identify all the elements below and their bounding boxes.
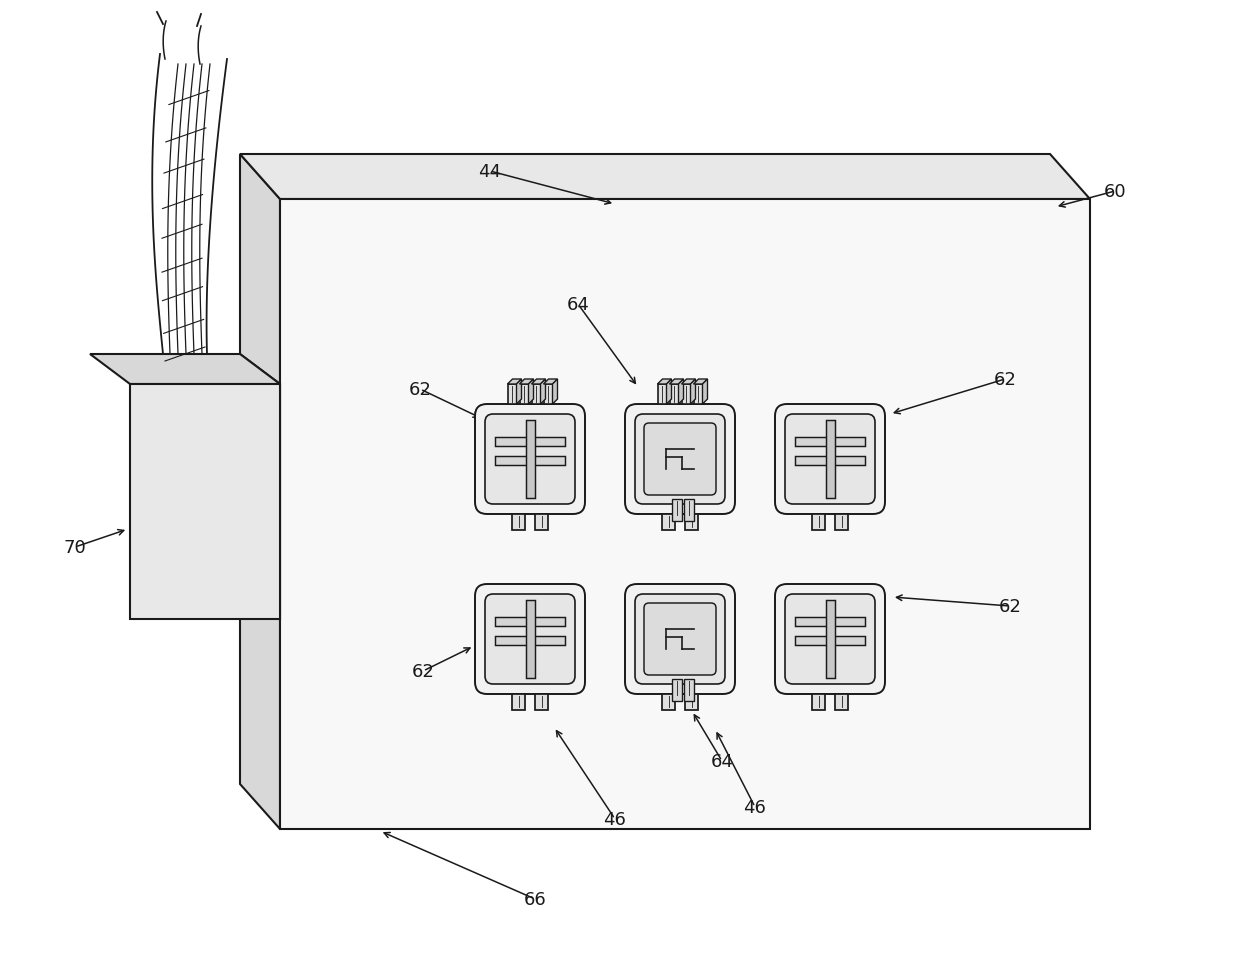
Text: 46: 46 bbox=[604, 810, 626, 828]
Text: 62: 62 bbox=[998, 598, 1022, 615]
Polygon shape bbox=[657, 380, 672, 384]
Bar bbox=[672, 679, 682, 702]
Polygon shape bbox=[682, 380, 696, 384]
Bar bbox=[495, 617, 565, 627]
Polygon shape bbox=[241, 355, 280, 619]
Polygon shape bbox=[543, 380, 558, 384]
Bar bbox=[812, 514, 825, 530]
FancyBboxPatch shape bbox=[644, 424, 715, 496]
Bar bbox=[795, 456, 866, 465]
Polygon shape bbox=[541, 380, 546, 405]
FancyBboxPatch shape bbox=[485, 414, 575, 505]
FancyBboxPatch shape bbox=[635, 595, 725, 684]
Bar bbox=[507, 384, 517, 405]
FancyBboxPatch shape bbox=[775, 405, 885, 514]
Bar bbox=[526, 421, 534, 499]
Bar bbox=[795, 636, 866, 646]
Bar bbox=[682, 384, 691, 405]
FancyBboxPatch shape bbox=[625, 405, 735, 514]
Text: 62: 62 bbox=[408, 381, 432, 399]
FancyBboxPatch shape bbox=[644, 604, 715, 676]
Bar bbox=[795, 617, 866, 627]
Bar bbox=[826, 421, 835, 499]
Text: 70: 70 bbox=[63, 538, 87, 556]
Bar bbox=[543, 384, 553, 405]
Bar bbox=[812, 694, 825, 710]
Polygon shape bbox=[667, 380, 672, 405]
FancyBboxPatch shape bbox=[785, 595, 875, 684]
Text: 46: 46 bbox=[744, 799, 766, 816]
Bar bbox=[532, 384, 541, 405]
Polygon shape bbox=[241, 155, 280, 829]
Bar bbox=[684, 679, 694, 702]
Bar bbox=[670, 384, 678, 405]
Bar bbox=[520, 384, 528, 405]
Polygon shape bbox=[528, 380, 533, 405]
Bar bbox=[662, 694, 675, 710]
Polygon shape bbox=[280, 200, 1090, 829]
FancyBboxPatch shape bbox=[775, 584, 885, 694]
Polygon shape bbox=[703, 380, 708, 405]
Polygon shape bbox=[517, 380, 522, 405]
Bar bbox=[835, 694, 848, 710]
Bar bbox=[495, 456, 565, 465]
Bar bbox=[662, 514, 675, 530]
FancyBboxPatch shape bbox=[635, 414, 725, 505]
Bar bbox=[835, 514, 848, 530]
Bar bbox=[512, 514, 525, 530]
Polygon shape bbox=[691, 380, 696, 405]
Text: 64: 64 bbox=[567, 296, 589, 313]
Text: 64: 64 bbox=[711, 752, 733, 770]
FancyBboxPatch shape bbox=[475, 584, 585, 694]
Bar bbox=[684, 694, 698, 710]
Bar bbox=[534, 514, 548, 530]
Polygon shape bbox=[520, 380, 533, 384]
Bar bbox=[526, 601, 534, 678]
Bar bbox=[684, 500, 694, 522]
FancyBboxPatch shape bbox=[785, 414, 875, 505]
FancyBboxPatch shape bbox=[485, 595, 575, 684]
Text: 60: 60 bbox=[1104, 183, 1126, 201]
FancyBboxPatch shape bbox=[625, 584, 735, 694]
Polygon shape bbox=[507, 380, 522, 384]
Text: 44: 44 bbox=[479, 162, 501, 181]
Polygon shape bbox=[130, 384, 280, 619]
Polygon shape bbox=[532, 380, 546, 384]
Bar bbox=[512, 694, 525, 710]
Polygon shape bbox=[91, 355, 280, 384]
Bar bbox=[657, 384, 667, 405]
Polygon shape bbox=[693, 380, 708, 384]
Bar bbox=[795, 437, 866, 447]
Bar bbox=[693, 384, 703, 405]
Polygon shape bbox=[670, 380, 683, 384]
Bar bbox=[495, 636, 565, 646]
Text: 66: 66 bbox=[523, 890, 547, 908]
Bar bbox=[672, 500, 682, 522]
Bar bbox=[534, 694, 548, 710]
Bar bbox=[495, 437, 565, 447]
Text: 62: 62 bbox=[412, 662, 434, 680]
Bar bbox=[826, 601, 835, 678]
Polygon shape bbox=[678, 380, 683, 405]
FancyBboxPatch shape bbox=[475, 405, 585, 514]
Text: 62: 62 bbox=[993, 371, 1017, 388]
Polygon shape bbox=[241, 155, 1090, 200]
Bar bbox=[684, 514, 698, 530]
Polygon shape bbox=[553, 380, 558, 405]
